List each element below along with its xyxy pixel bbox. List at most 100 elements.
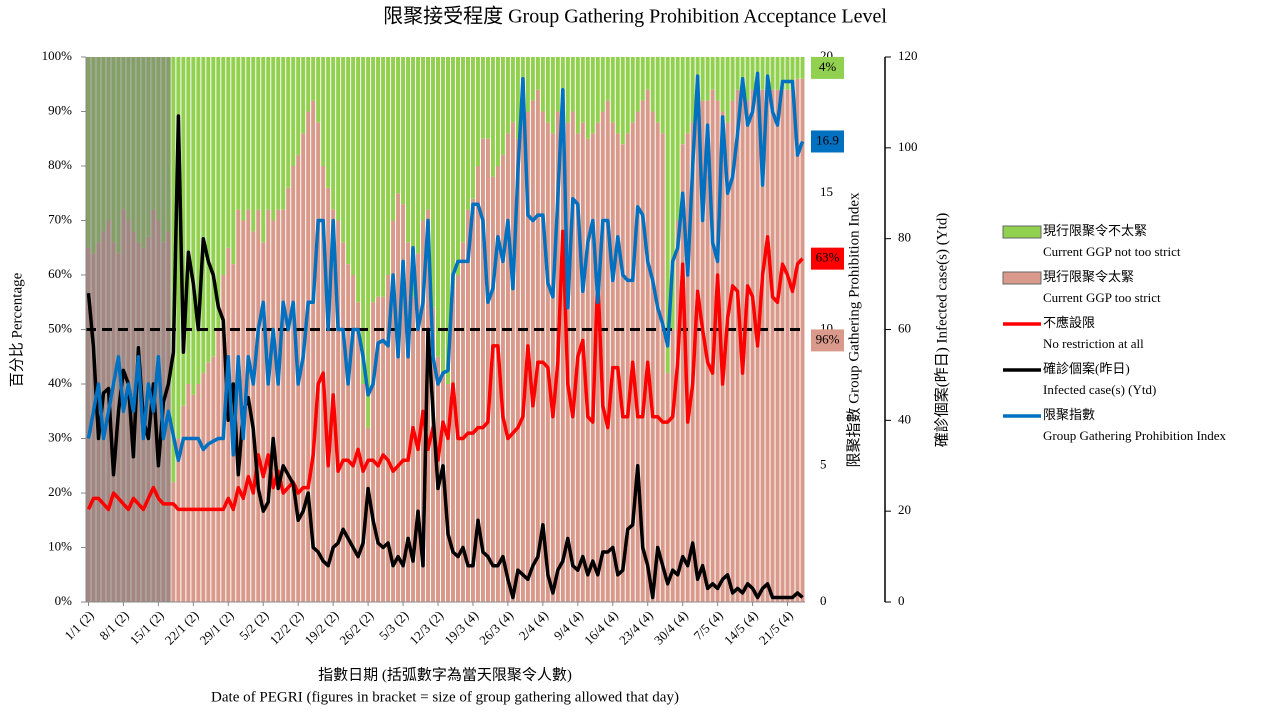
y2-tick-label: 5	[820, 457, 827, 472]
bar	[560, 100, 565, 602]
bar	[236, 57, 241, 210]
bar	[421, 57, 426, 221]
y-tick-label: 20%	[48, 484, 72, 499]
bar	[266, 57, 271, 210]
bar	[251, 231, 256, 602]
y2-axis-title: 限聚指數 Group Gathering Prohibition Index	[845, 192, 862, 467]
bar	[346, 264, 351, 602]
y3-tick-label: 0	[898, 593, 905, 608]
bar	[765, 57, 770, 90]
bar	[580, 57, 585, 123]
bar	[585, 57, 590, 139]
bar	[296, 57, 301, 156]
legend-label: 不應設限	[1043, 315, 1095, 330]
bar	[540, 111, 545, 602]
legend-label: 現行限聚令太緊	[1043, 269, 1134, 284]
x-axis-subtitle: Date of PEGRI (figures in bracket = size…	[211, 689, 679, 705]
bar	[550, 133, 555, 603]
legend-swatch	[1002, 225, 1042, 239]
bar	[316, 57, 321, 123]
bar	[336, 57, 341, 221]
bar	[361, 384, 366, 602]
legend-label-en: Group Gathering Prohibition Index	[1043, 428, 1227, 443]
end-label-box	[811, 130, 844, 153]
bar	[181, 405, 186, 602]
bar	[376, 296, 381, 602]
bar	[735, 89, 740, 602]
bar	[665, 373, 670, 602]
bar	[770, 57, 775, 90]
bar	[186, 57, 191, 384]
bar	[406, 57, 411, 243]
bar	[745, 100, 750, 602]
bar	[396, 193, 401, 602]
end-label: 4%	[819, 59, 837, 74]
bar	[176, 57, 181, 439]
bar	[680, 57, 685, 145]
bar	[381, 57, 386, 297]
bar	[655, 122, 660, 603]
line-series	[86, 114, 804, 600]
bar	[510, 57, 515, 123]
bar	[635, 57, 640, 112]
bar	[416, 253, 421, 602]
bar	[371, 302, 376, 602]
bar	[500, 57, 505, 156]
legend-label-en: Current GGP too strict	[1043, 290, 1161, 305]
bar	[386, 275, 391, 602]
bar	[341, 57, 346, 243]
x-tick-label: 26/3 (4)	[476, 608, 516, 648]
bar	[196, 384, 201, 602]
legend-swatch	[1002, 271, 1042, 285]
bar	[271, 220, 276, 602]
bar	[465, 209, 470, 602]
bar	[216, 329, 221, 602]
bar	[191, 57, 196, 395]
bar	[780, 57, 785, 90]
end-label: 96%	[816, 331, 840, 346]
y3-tick-label: 100	[898, 139, 918, 154]
bar	[246, 57, 251, 210]
bar	[730, 100, 735, 602]
bar	[470, 57, 475, 199]
bar	[510, 122, 515, 603]
bar	[640, 57, 645, 101]
x-tick-label: 16/4 (4)	[581, 608, 621, 648]
bar	[221, 57, 226, 275]
bar	[650, 57, 655, 112]
end-label: 16.9	[816, 132, 839, 147]
bar	[341, 242, 346, 603]
bar	[540, 57, 545, 112]
bar	[690, 57, 695, 123]
bar	[281, 57, 286, 210]
bar	[311, 100, 316, 602]
x-tick-label: 12/2 (2)	[266, 608, 306, 648]
bar	[216, 57, 221, 330]
bar	[256, 57, 261, 210]
bar	[505, 133, 510, 603]
bar	[396, 57, 401, 194]
bar	[331, 57, 336, 210]
bar	[750, 89, 755, 602]
bar	[301, 133, 306, 603]
bar	[381, 296, 386, 602]
bar	[790, 89, 795, 602]
y-tick-label: 60%	[48, 266, 72, 281]
bar	[201, 57, 206, 374]
bar	[276, 209, 281, 602]
bar	[785, 57, 790, 90]
x-tick-label: 12/3 (2)	[406, 608, 446, 648]
bar	[206, 362, 211, 602]
bar	[406, 242, 411, 603]
bar	[490, 176, 495, 602]
bar	[281, 209, 286, 602]
bar	[411, 57, 416, 297]
bar	[326, 57, 331, 188]
x-axis-title: 指數日期 (括弧數字為當天限聚令人數)	[318, 666, 572, 683]
bar	[446, 384, 450, 602]
y-tick-label: 0%	[55, 593, 73, 608]
end-label-box	[811, 247, 844, 270]
bar	[800, 57, 805, 79]
